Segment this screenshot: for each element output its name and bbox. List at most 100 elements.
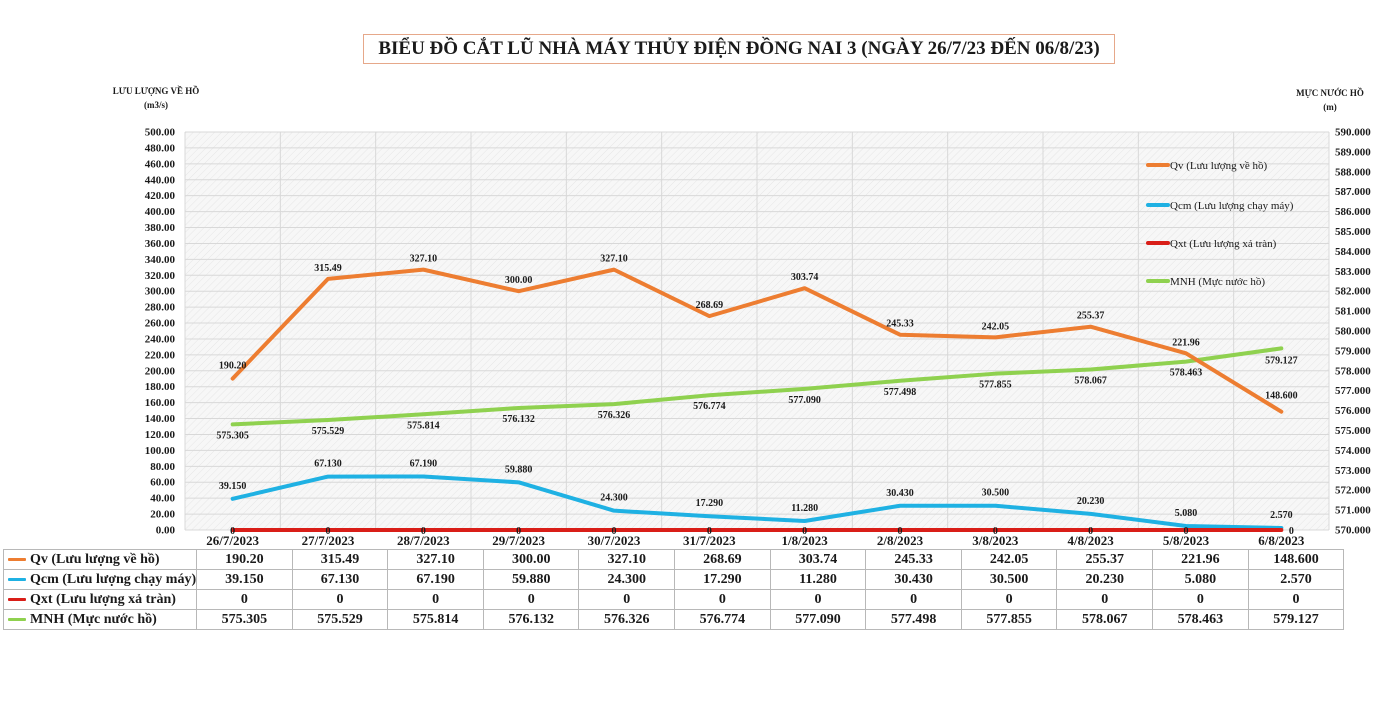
table-row: MNH (Mực nước hồ) 575.305 575.529 575.814 57… bbox=[2, 609, 1345, 630]
data-label-qcm: 30.500 bbox=[982, 488, 1010, 499]
table-cell: 2.570 bbox=[1247, 569, 1345, 590]
right-tick-label: 587.000 bbox=[1335, 186, 1371, 198]
data-label-qcm: 2.570 bbox=[1270, 510, 1293, 521]
right-axis-title: MỰC NƯỚC HỒ bbox=[1296, 88, 1364, 98]
table-cell: 0 bbox=[960, 589, 1058, 610]
table-cell: 0 bbox=[674, 589, 771, 610]
table-cell: 315.49 bbox=[291, 549, 389, 570]
table-cell: 0 bbox=[578, 589, 676, 610]
data-label-qv: 315.49 bbox=[314, 263, 342, 274]
table-row: Qcm (Lưu lượng chạy máy) 39.150 67.130 67.1… bbox=[2, 569, 1345, 590]
right-tick-label: 586.000 bbox=[1335, 206, 1371, 218]
table-cell: 5.080 bbox=[1152, 569, 1249, 590]
left-tick-label: 40.00 bbox=[150, 493, 175, 505]
left-tick-label: 440.00 bbox=[145, 174, 176, 186]
table-row: Qxt (Lưu lượng xả tràn) 0 0 0 0 0 0 0 0 0 0 0 0 bbox=[2, 589, 1345, 610]
data-label-qv: 245.33 bbox=[886, 319, 914, 330]
left-tick-label: 100.00 bbox=[145, 445, 176, 457]
data-label-mnh: 578.067 bbox=[1074, 375, 1107, 386]
left-tick-label: 460.00 bbox=[145, 158, 176, 170]
data-label-qv: 327.10 bbox=[410, 254, 438, 265]
left-tick-label: 340.00 bbox=[145, 254, 176, 266]
legend-key bbox=[8, 597, 26, 601]
left-tick-label: 480.00 bbox=[145, 142, 176, 154]
table-cell: 67.130 bbox=[291, 569, 389, 590]
left-tick-label: 200.00 bbox=[145, 365, 176, 377]
data-label-qcm: 20.230 bbox=[1077, 496, 1105, 507]
left-tick-label: 160.00 bbox=[145, 397, 176, 409]
left-tick-label: 80.00 bbox=[150, 461, 175, 473]
data-label-mnh: 576.774 bbox=[693, 401, 726, 412]
data-label-qxt: 0 bbox=[230, 526, 235, 537]
right-tick-label: 572.000 bbox=[1335, 485, 1371, 497]
data-label-qcm: 67.130 bbox=[314, 459, 342, 470]
table-cell: 190.20 bbox=[196, 549, 293, 570]
data-label-mnh: 577.498 bbox=[884, 387, 917, 398]
table-row-label: Qv (Lưu lượng về hồ) bbox=[2, 549, 198, 570]
data-label-qxt: 0 bbox=[898, 526, 903, 537]
table-cell: 39.150 bbox=[196, 569, 293, 590]
data-label-qxt: 0 bbox=[802, 526, 807, 537]
series-line-mnh bbox=[230, 346, 1284, 427]
left-tick-label: 360.00 bbox=[145, 238, 176, 250]
left-tick-label: 240.00 bbox=[145, 333, 176, 345]
right-tick-label: 584.000 bbox=[1335, 246, 1371, 258]
data-label-mnh: 578.463 bbox=[1170, 368, 1203, 379]
table-cell: 0 bbox=[1056, 589, 1154, 610]
data-label-qv: 221.96 bbox=[1172, 337, 1200, 348]
row-label-text: Qcm (Lưu lượng chạy máy) bbox=[30, 571, 197, 587]
flood-chart: 0.00 20.00 40.00 60.00 80.00 100.00 120.00 140.… bbox=[145, 127, 1372, 549]
table-cell: 303.74 bbox=[769, 549, 867, 570]
table-cell: 67.190 bbox=[387, 569, 484, 590]
table-cell: 11.280 bbox=[769, 569, 867, 590]
data-table: Qv (Lưu lượng về hồ) 190.20 315.49 327.10 30… bbox=[2, 549, 1345, 630]
left-tick-label: 380.00 bbox=[145, 222, 176, 234]
data-label-qxt: 0 bbox=[1088, 526, 1093, 537]
x-tick-label: 27/7/2023 bbox=[302, 533, 355, 548]
table-cell: 0 bbox=[291, 589, 389, 610]
data-label-mnh: 575.814 bbox=[407, 420, 440, 431]
right-tick-label: 570.000 bbox=[1335, 525, 1371, 537]
table-cell: 575.814 bbox=[387, 609, 484, 630]
data-label-qv: 268.69 bbox=[696, 300, 724, 311]
table-cell: 0 bbox=[196, 589, 293, 610]
data-label-qcm: 39.150 bbox=[219, 481, 247, 492]
right-tick-label: 579.000 bbox=[1335, 345, 1371, 357]
series-line-qv bbox=[230, 267, 1284, 414]
data-label-mnh: 577.090 bbox=[788, 395, 821, 406]
data-label-mnh: 577.855 bbox=[979, 380, 1012, 391]
table-cell: 268.69 bbox=[674, 549, 771, 570]
data-label-qxt: 0 bbox=[516, 526, 521, 537]
table-cell: 255.37 bbox=[1056, 549, 1154, 570]
table-cell: 0 bbox=[769, 589, 867, 610]
table-cell: 245.33 bbox=[865, 549, 962, 570]
data-label-qxt: 0 bbox=[421, 526, 426, 537]
left-axis-unit: (m3/s) bbox=[144, 100, 168, 110]
table-cell: 0 bbox=[482, 589, 580, 610]
data-label-mnh: 575.529 bbox=[312, 426, 345, 437]
data-label-qcm: 59.880 bbox=[505, 464, 533, 475]
row-label-text: MNH (Mực nước hồ) bbox=[30, 611, 157, 627]
right-tick-label: 577.000 bbox=[1335, 385, 1371, 397]
table-cell: 577.090 bbox=[769, 609, 867, 630]
table-cell: 576.132 bbox=[482, 609, 580, 630]
x-tick-label: 26/7/2023 bbox=[206, 533, 259, 548]
table-cell: 578.067 bbox=[1056, 609, 1154, 630]
left-tick-label: 280.00 bbox=[145, 302, 176, 314]
data-label-qcm: 17.290 bbox=[696, 498, 724, 509]
table-cell: 579.127 bbox=[1247, 609, 1345, 630]
data-label-qv: 303.74 bbox=[791, 272, 819, 283]
data-label-qcm: 24.300 bbox=[600, 493, 628, 504]
table-cell: 242.05 bbox=[960, 549, 1058, 570]
table-cell: 30.500 bbox=[960, 569, 1058, 590]
left-tick-label: 400.00 bbox=[145, 206, 176, 218]
data-label-qv: 255.37 bbox=[1077, 311, 1105, 322]
table-cell: 17.290 bbox=[674, 569, 771, 590]
right-tick-label: 576.000 bbox=[1335, 405, 1371, 417]
x-tick-label: 4/8/2023 bbox=[1068, 533, 1115, 548]
data-label-qcm: 11.280 bbox=[791, 503, 818, 514]
table-cell: 0 bbox=[1247, 589, 1345, 610]
table-row-label: MNH (Mực nước hồ) bbox=[2, 609, 198, 630]
data-label-mnh: 579.127 bbox=[1265, 355, 1298, 366]
data-label-qv: 190.20 bbox=[219, 361, 247, 372]
